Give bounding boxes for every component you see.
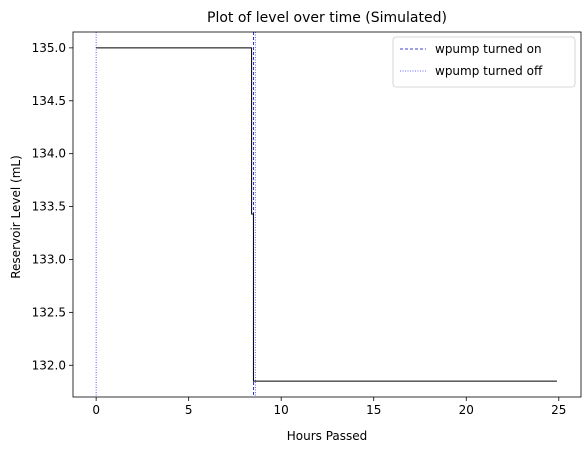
- y-axis-label: Reservoir Level (mL): [9, 155, 23, 279]
- plot-frame: [72, 31, 582, 398]
- y-tick-label: 133.5: [32, 200, 66, 214]
- x-tick-label: 10: [274, 403, 289, 417]
- legend-label: wpump turned off: [435, 64, 543, 78]
- chart-title: Plot of level over time (Simulated): [207, 10, 447, 26]
- y-tick-label: 134.5: [32, 94, 66, 108]
- y-tick-label: 132.5: [32, 305, 66, 319]
- x-tick-label: 5: [185, 403, 193, 417]
- x-axis-label: Hours Passed: [287, 429, 368, 443]
- x-tick-label: 0: [92, 403, 100, 417]
- x-tick-label: 25: [551, 403, 566, 417]
- y-tick-label: 132.0: [32, 358, 66, 372]
- legend-label: wpump turned on: [435, 42, 542, 56]
- x-tick-label: 20: [459, 403, 474, 417]
- plot-area: 0 5 10 15 20 25 132.0 132.5 133.0 133.5 134.0 134.5…: [32, 31, 582, 417]
- y-tick-label: 133.0: [32, 252, 66, 266]
- legend-box: [392, 36, 576, 88]
- level-series-line: [96, 47, 557, 382]
- x-tick-label: 15: [366, 403, 381, 417]
- y-tick-label: 135.0: [32, 41, 66, 55]
- y-tick-label: 134.0: [32, 147, 66, 161]
